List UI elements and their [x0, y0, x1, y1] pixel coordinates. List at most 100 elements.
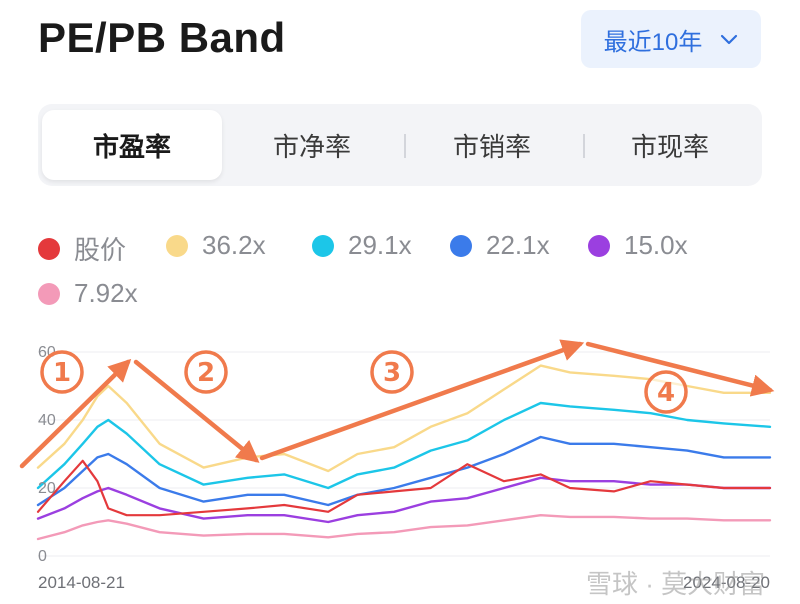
data-point — [246, 494, 249, 496]
data-point — [246, 514, 249, 516]
data-point — [613, 443, 615, 445]
annotation-label: 1 — [53, 358, 71, 388]
data-point — [96, 521, 99, 523]
data-point — [429, 449, 432, 452]
data-point — [429, 526, 432, 528]
data-point — [466, 439, 469, 442]
data-point — [466, 412, 469, 415]
data-point — [503, 453, 505, 455]
data-point — [202, 483, 205, 486]
y-tick-label: 20 — [38, 480, 56, 497]
data-point — [393, 490, 395, 493]
data-point — [649, 480, 652, 483]
series-line-7.92x — [36, 514, 772, 541]
legend-item-29x[interactable]: 29.1x — [312, 230, 412, 261]
data-point — [63, 443, 66, 445]
annotation-label: 4 — [657, 378, 675, 408]
data-point — [539, 514, 542, 516]
data-point — [96, 480, 99, 483]
x-tick-label: 2014-08-21 — [38, 573, 125, 592]
data-point — [569, 371, 571, 374]
data-point — [723, 519, 725, 522]
range-dropdown-label: 最近10年 — [603, 28, 703, 56]
data-point — [158, 443, 161, 445]
watermark-text: 雪球 · 莫大财富 — [586, 569, 766, 599]
data-point — [723, 487, 725, 489]
data-point — [539, 402, 542, 404]
data-point — [107, 385, 110, 387]
data-point — [466, 463, 469, 466]
data-point — [503, 519, 505, 522]
legend-dot — [166, 234, 188, 257]
annotation-label: 2 — [197, 358, 215, 388]
data-point — [158, 514, 161, 516]
data-point — [686, 483, 689, 486]
legend-item-15x[interactable]: 15.0x — [588, 230, 688, 261]
data-point — [503, 487, 505, 489]
y-tick-label: 0 — [38, 548, 47, 565]
data-point — [107, 519, 110, 522]
y-tick-label: 40 — [38, 412, 56, 429]
data-point — [723, 456, 725, 459]
data-point — [63, 507, 66, 510]
data-point — [539, 436, 542, 438]
trend-arrow — [259, 339, 585, 461]
data-point — [158, 531, 161, 533]
data-point — [613, 480, 615, 483]
legend-label: 7.92x — [74, 278, 138, 308]
data-point — [202, 511, 205, 513]
data-point — [613, 375, 615, 377]
data-point — [283, 514, 285, 516]
legend-item-price[interactable]: 股价 — [38, 230, 126, 267]
legend-label: 22.1x — [486, 230, 550, 260]
data-point — [202, 466, 205, 469]
legend-item-36x[interactable]: 36.2x — [166, 230, 266, 261]
data-point — [125, 463, 128, 466]
data-point — [393, 511, 395, 513]
data-point — [393, 446, 395, 449]
x-tick-label: 2024-08-20 — [683, 573, 770, 592]
data-point — [107, 487, 110, 489]
tab-ps[interactable]: 市销率 — [452, 131, 531, 162]
legend-label: 29.1x — [348, 230, 412, 260]
data-point — [81, 470, 84, 472]
data-point — [158, 487, 161, 489]
data-point — [466, 497, 469, 500]
data-point — [327, 521, 329, 523]
legend-item-22x[interactable]: 22.1x — [450, 230, 550, 261]
data-point — [283, 494, 285, 496]
data-point — [107, 453, 110, 455]
data-point — [202, 500, 205, 503]
data-point — [769, 426, 771, 428]
data-point — [686, 449, 689, 452]
data-point — [723, 422, 725, 425]
annotation-label: 3 — [383, 358, 401, 388]
data-point — [569, 443, 571, 445]
data-point — [246, 533, 249, 535]
tab-pb[interactable]: 市净率 — [272, 131, 351, 162]
data-point — [63, 480, 66, 483]
legend-item-8x[interactable]: 7.92x — [38, 278, 138, 309]
legend-label: 15.0x — [624, 230, 688, 260]
data-point — [613, 490, 615, 493]
tab-pcf[interactable]: 市现率 — [630, 131, 709, 162]
legend-dot — [588, 234, 610, 257]
trend-annotations: 1 2 3 4 — [19, 339, 775, 469]
legend-dot — [450, 234, 472, 257]
range-dropdown[interactable]: 最近10年 — [581, 10, 761, 68]
data-point — [327, 487, 329, 489]
data-point — [37, 504, 39, 506]
tab-pe[interactable]: 市盈率 — [42, 110, 222, 180]
data-point — [429, 487, 432, 489]
data-point — [327, 504, 329, 506]
data-point — [81, 419, 84, 421]
data-point — [107, 507, 110, 510]
annotation-circle — [644, 370, 688, 414]
data-point — [686, 419, 689, 421]
data-point — [125, 432, 128, 435]
data-point — [569, 516, 571, 518]
data-point — [158, 507, 161, 510]
data-point — [356, 494, 359, 496]
tab-divider — [583, 134, 585, 158]
